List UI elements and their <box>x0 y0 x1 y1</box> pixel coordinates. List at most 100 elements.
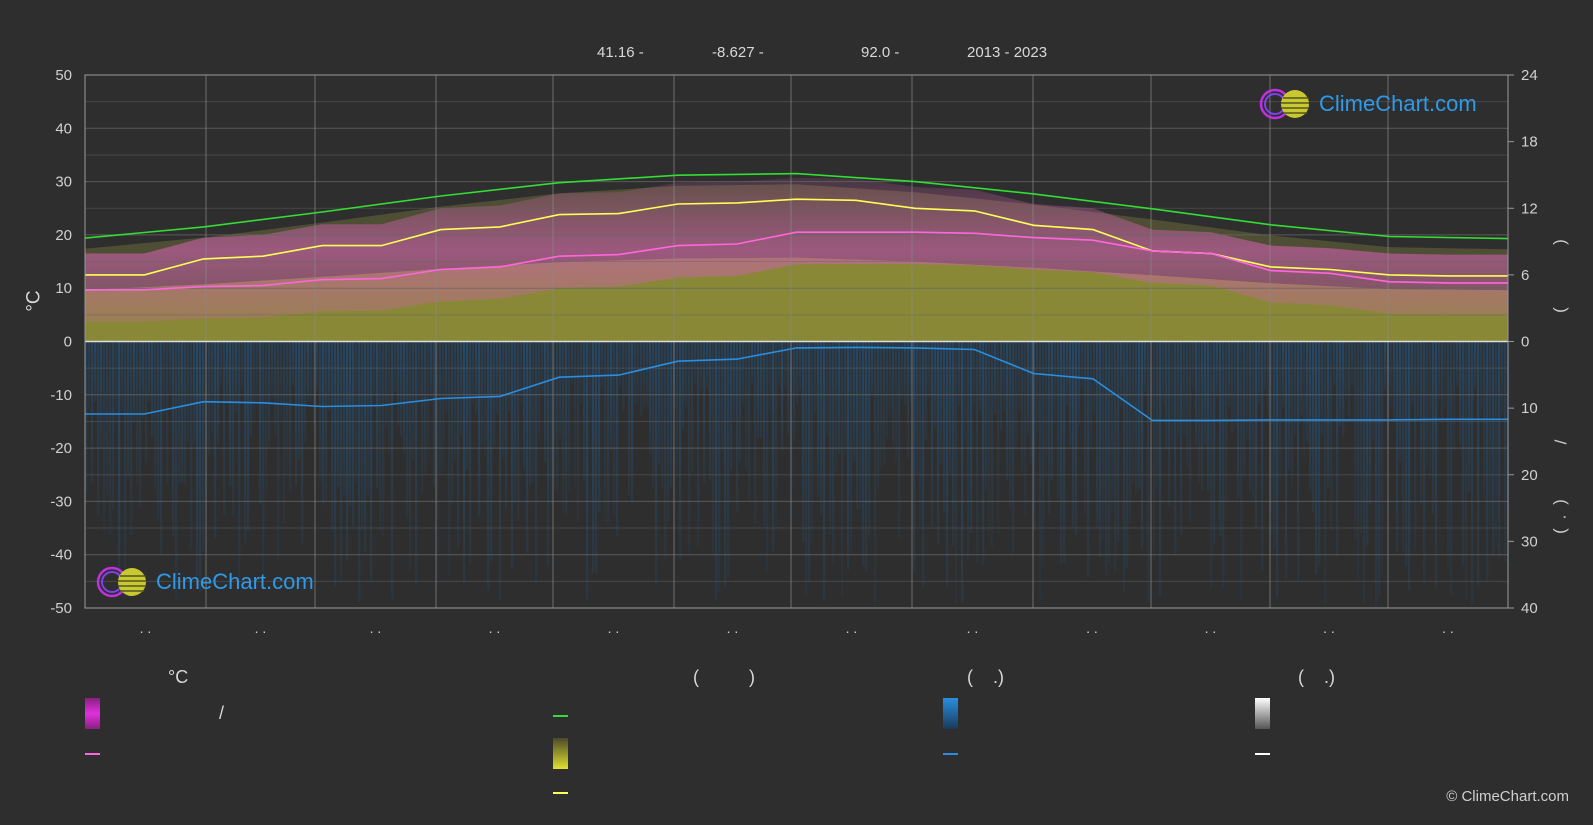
precipitation-bar <box>832 341 835 563</box>
precipitation-bar <box>766 341 769 573</box>
precipitation-bar <box>379 341 382 532</box>
x-tick-label: . . <box>1205 620 1217 636</box>
precipitation-bar <box>1291 341 1294 487</box>
precipitation-bar <box>913 341 916 573</box>
precipitation-bar <box>415 341 418 585</box>
precipitation-bar <box>439 341 442 475</box>
precipitation-bar <box>1210 341 1213 590</box>
logo-bottom-left[interactable]: ClimeChart.com <box>96 566 314 598</box>
precipitation-bar <box>154 341 157 490</box>
precipitation-bar <box>997 341 1000 534</box>
precipitation-bar <box>382 341 385 536</box>
precipitation-bar <box>994 341 997 415</box>
logo-text: ClimeChart.com <box>1319 91 1477 116</box>
precipitation-bar <box>475 341 478 415</box>
precipitation-bar <box>589 341 592 422</box>
precipitation-bar <box>406 341 409 519</box>
y-left-tick-label: -50 <box>50 600 72 617</box>
precipitation-bar <box>823 341 826 601</box>
precipitation-bar <box>130 341 133 535</box>
precipitation-bar <box>1501 341 1504 415</box>
precipitation-bar <box>283 341 286 524</box>
legend-swatch-snow <box>1255 698 1270 729</box>
precipitation-bar <box>1273 341 1276 549</box>
precipitation-bar <box>1438 341 1441 400</box>
precipitation-bar <box>985 341 988 490</box>
precipitation-bar <box>325 341 328 503</box>
precipitation-bar <box>1003 341 1006 411</box>
precipitation-bar <box>1279 341 1282 481</box>
precipitation-bar <box>145 341 148 463</box>
precipitation-bar <box>886 341 889 439</box>
precipitation-bar <box>280 341 283 421</box>
precipitation-bar <box>1009 341 1012 509</box>
precipitation-bar <box>187 341 190 444</box>
precipitation-bar <box>598 341 601 512</box>
logo-top-right[interactable]: ClimeChart.com <box>1259 88 1477 120</box>
precipitation-bar <box>1060 341 1063 564</box>
precipitation-bar <box>763 341 766 526</box>
precipitation-bar <box>1225 341 1228 501</box>
precipitation-bar <box>1114 341 1117 573</box>
precipitation-bar <box>658 341 661 465</box>
precipitation-bar <box>706 341 709 388</box>
precipitation-bar <box>979 341 982 411</box>
precipitation-bar <box>1198 341 1201 484</box>
latitude-label: 41.16 - <box>597 44 644 61</box>
precipitation-bar <box>238 341 241 585</box>
precipitation-bar <box>1048 341 1051 514</box>
precipitation-bar <box>1075 341 1078 536</box>
precipitation-bar <box>667 341 670 522</box>
precipitation-bar <box>1390 341 1393 408</box>
precipitation-bar <box>1132 341 1135 484</box>
y-right-top-tick-label: 0 <box>1521 334 1529 351</box>
y-right-top-tick-label: 24 <box>1521 67 1538 84</box>
precipitation-bar <box>787 341 790 435</box>
precipitation-bar <box>112 341 115 510</box>
precipitation-bar <box>124 341 127 599</box>
precipitation-bar <box>484 341 487 456</box>
precipitation-bar <box>511 341 514 570</box>
y-left-tick-label: -20 <box>50 440 72 457</box>
y-left-tick-label: -40 <box>50 547 72 564</box>
precipitation-bar <box>1039 341 1042 602</box>
precipitation-bar <box>838 341 841 454</box>
precipitation-bar <box>703 341 706 484</box>
precipitation-bar <box>388 341 391 455</box>
precipitation-bar <box>775 341 778 531</box>
precipitation-bar <box>961 341 964 603</box>
precipitation-bar <box>1129 341 1132 524</box>
precipitation-bar <box>604 341 607 522</box>
precipitation-bar <box>811 341 814 542</box>
precipitation-bar <box>232 341 235 516</box>
precipitation-bar <box>1504 341 1507 562</box>
precipitation-bar <box>514 341 517 503</box>
precipitation-bar <box>463 341 466 583</box>
legend-swatch-daylight <box>553 715 568 717</box>
precipitation-bar <box>1417 341 1420 417</box>
precipitation-bar <box>364 341 367 553</box>
precipitation-bar <box>244 341 247 543</box>
precipitation-bar <box>1483 341 1486 499</box>
logo-text: ClimeChart.com <box>156 569 314 594</box>
y-left-tick-label: -10 <box>50 387 72 404</box>
precipitation-bar <box>748 341 751 501</box>
precipitation-bar <box>625 341 628 397</box>
precipitation-bar <box>316 341 319 391</box>
precipitation-bar <box>619 341 622 388</box>
precipitation-bar <box>973 341 976 406</box>
precipitation-bar <box>211 341 214 433</box>
climate-chart: 50 40 30 20 10 0 -10 -20 -30 -40 -50 24 18 12 6 0 10 20 30… <box>50 67 1538 636</box>
precipitation-bar <box>1195 341 1198 446</box>
x-tick-label: . . <box>370 620 382 636</box>
precipitation-bar <box>418 341 421 404</box>
precipitation-bar <box>121 341 124 412</box>
precipitation-bar <box>952 341 955 547</box>
precipitation-bar <box>247 341 250 532</box>
precipitation-bar <box>445 341 448 413</box>
precipitation-bar <box>709 341 712 481</box>
precipitation-bar <box>1309 341 1312 492</box>
precipitation-bar <box>271 341 274 399</box>
precipitation-bar <box>1033 341 1036 532</box>
precipitation-bar <box>394 341 397 393</box>
